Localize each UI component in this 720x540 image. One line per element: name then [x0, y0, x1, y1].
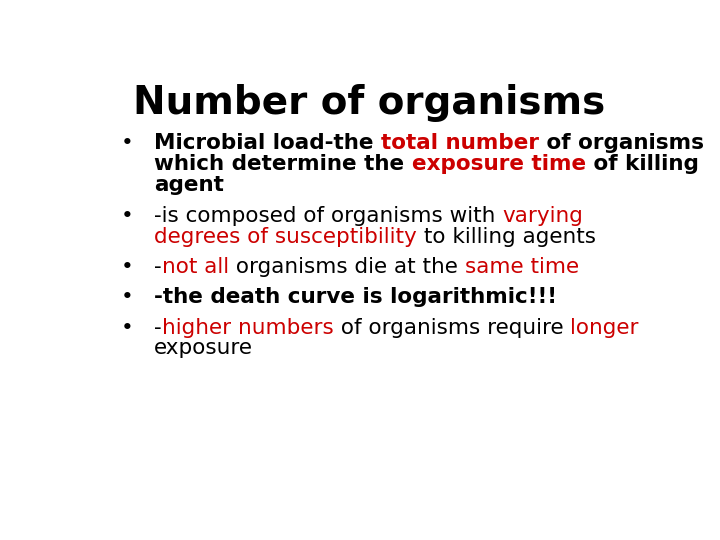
Text: to killing agents: to killing agents	[417, 226, 596, 247]
Text: -: -	[154, 318, 162, 338]
Text: of organisms require: of organisms require	[333, 318, 570, 338]
Text: agent: agent	[154, 176, 224, 195]
Text: of killing: of killing	[586, 154, 699, 174]
Text: organisms die at the: organisms die at the	[229, 257, 464, 277]
Text: exposure time: exposure time	[412, 154, 586, 174]
Text: Number of organisms: Number of organisms	[133, 84, 605, 122]
Text: same time: same time	[464, 257, 579, 277]
Text: -the death curve is logarithmic!!!: -the death curve is logarithmic!!!	[154, 287, 557, 307]
Text: •: •	[121, 287, 133, 307]
Text: •: •	[121, 133, 133, 153]
Text: degrees of susceptibility: degrees of susceptibility	[154, 226, 417, 247]
Text: total number: total number	[381, 133, 539, 153]
Text: higher numbers: higher numbers	[162, 318, 333, 338]
Text: longer: longer	[570, 318, 639, 338]
Text: •: •	[121, 206, 133, 226]
Text: of organisms: of organisms	[539, 133, 704, 153]
Text: exposure: exposure	[154, 339, 253, 359]
Text: Microbial load-the: Microbial load-the	[154, 133, 381, 153]
Text: •: •	[121, 318, 133, 338]
Text: which determine the: which determine the	[154, 154, 412, 174]
Text: not all: not all	[162, 257, 229, 277]
Text: -: -	[154, 257, 162, 277]
Text: -is composed of organisms with: -is composed of organisms with	[154, 206, 503, 226]
Text: varying: varying	[503, 206, 583, 226]
Text: •: •	[121, 257, 133, 277]
